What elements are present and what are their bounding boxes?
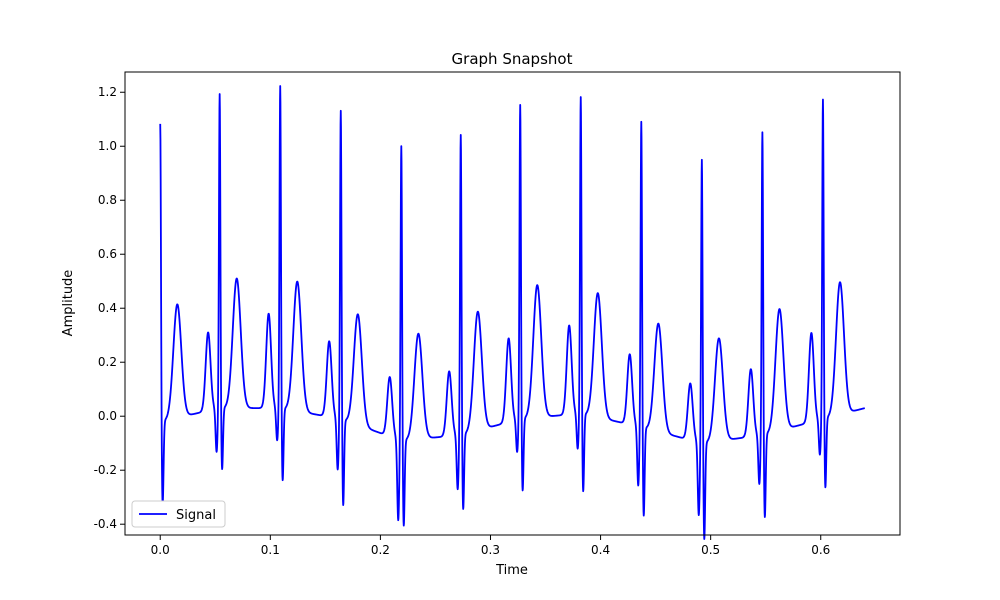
y-tick-label: 0.2 [98, 355, 117, 369]
x-axis: 0.0 0.1 0.2 0.3 0.4 0.5 0.6 [151, 535, 830, 557]
y-tick-label: 1.0 [98, 139, 117, 153]
y-tick-label: 1.2 [98, 85, 117, 99]
x-tick-label: 0.3 [481, 543, 500, 557]
legend: Signal [131, 500, 226, 528]
plot-frame [124, 71, 901, 536]
legend-label-signal: Signal [176, 508, 216, 523]
x-tick-label: 0.4 [591, 543, 610, 557]
x-tick-label: 0.6 [811, 543, 830, 557]
y-axis-label: Amplitude [61, 270, 76, 337]
chart-title: Graph Snapshot [452, 50, 573, 68]
x-axis-label: Time [495, 563, 528, 578]
y-tick-label: 0.0 [98, 409, 117, 423]
y-tick-label: 0.4 [98, 301, 117, 315]
x-tick-label: 0.5 [701, 543, 720, 557]
y-tick-label: 0.8 [98, 193, 117, 207]
y-tick-label: 0.6 [98, 247, 117, 261]
y-tick-label: -0.2 [94, 463, 117, 477]
y-axis: -0.4 -0.2 0.0 0.2 0.4 0.6 0.8 1.0 1.2 [94, 85, 125, 531]
plot-area [124, 71, 901, 540]
legend-box [131, 500, 226, 528]
x-tick-label: 0.1 [261, 543, 280, 557]
x-tick-label: 0.2 [371, 543, 390, 557]
x-tick-label: 0.0 [151, 543, 170, 557]
series-line-signal [159, 85, 866, 540]
y-tick-label: -0.4 [94, 517, 117, 531]
